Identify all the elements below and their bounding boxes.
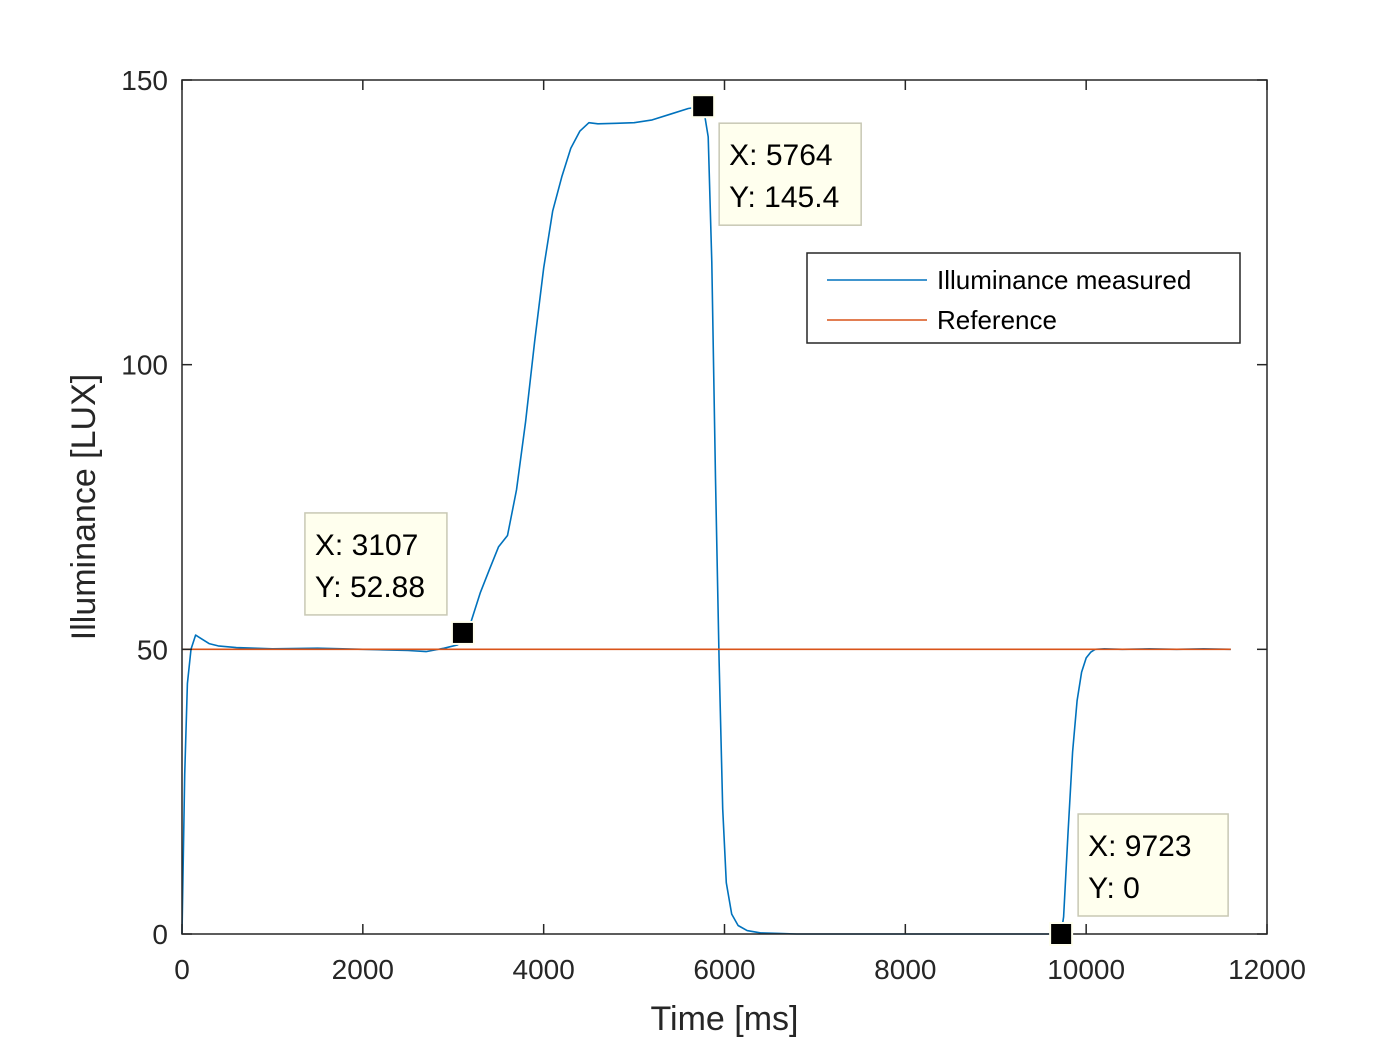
legend-label-reference: Reference bbox=[937, 305, 1057, 335]
datatip-x-label: X: 9723 bbox=[1088, 830, 1191, 863]
x-tick-label: 10000 bbox=[1047, 954, 1125, 985]
legend-label-illuminance: Illuminance measured bbox=[937, 265, 1191, 295]
datatip-x-label: X: 5764 bbox=[729, 139, 832, 172]
x-tick-label: 6000 bbox=[693, 954, 755, 985]
datatip-box bbox=[304, 512, 448, 616]
y-tick-label: 150 bbox=[121, 65, 168, 96]
y-tick-label: 0 bbox=[152, 919, 168, 950]
datatip-marker[interactable] bbox=[450, 620, 475, 645]
datatip-y-label: Y: 145.4 bbox=[729, 181, 839, 214]
datatip-marker[interactable] bbox=[691, 94, 716, 119]
x-tick-label: 2000 bbox=[332, 954, 394, 985]
datatips-layer: X: 3107 Y: 52.88 X: 5764 Y: 145.4 X: 9723 Y: … bbox=[304, 94, 1229, 946]
legend-box bbox=[806, 252, 1241, 344]
x-tick-label: 8000 bbox=[874, 954, 936, 985]
x-tick-label: 4000 bbox=[513, 954, 575, 985]
datatip-marker[interactable] bbox=[1049, 922, 1074, 946]
ticks-layer: 0 2000 4000 6000 8000 10000 12000 0 50 100 150 bbox=[121, 65, 1306, 985]
legend: Illuminance measured Reference bbox=[806, 252, 1241, 344]
datatip-x-label: X: 3107 bbox=[315, 529, 418, 562]
x-tick-label: 12000 bbox=[1228, 954, 1306, 985]
y-tick-label: 100 bbox=[121, 350, 168, 381]
datatip-box bbox=[718, 122, 862, 226]
datatip-y-label: Y: 0 bbox=[1088, 872, 1140, 905]
datatip-box bbox=[1077, 813, 1229, 917]
x-axis-title: Time [ms] bbox=[651, 1000, 799, 1038]
series-layer bbox=[181, 105, 1231, 935]
y-tick-label: 50 bbox=[137, 634, 168, 665]
datatip-y-label: Y: 52.88 bbox=[315, 571, 425, 604]
x-tick-label: 0 bbox=[174, 954, 190, 985]
y-axis-title: Illuminance [LUX] bbox=[65, 374, 103, 640]
